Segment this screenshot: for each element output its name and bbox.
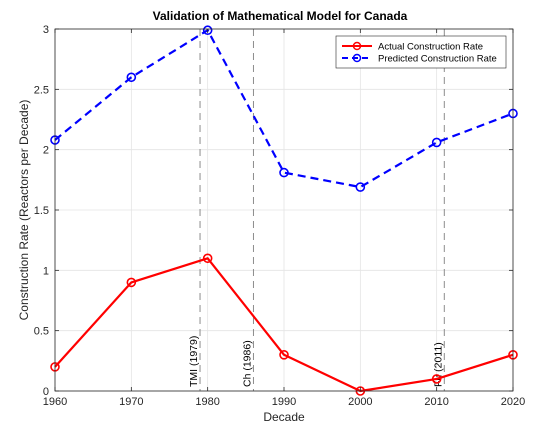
x-tick-label: 1990 <box>272 396 296 408</box>
y-tick-label: 2 <box>43 145 49 157</box>
legend-swatch-marker <box>352 53 362 63</box>
data-point <box>355 182 366 192</box>
x-tick-label: 2010 <box>424 396 448 408</box>
data-point <box>279 167 289 178</box>
data-point <box>126 72 137 83</box>
x-tick-label: 1960 <box>43 396 67 408</box>
legend-label: Predicted Construction Rate <box>378 54 497 65</box>
x-tick-label: 1980 <box>195 396 219 408</box>
y-tick-label: 1.5 <box>34 205 49 217</box>
data-point <box>279 349 289 360</box>
series-line-0 <box>54 257 514 393</box>
data-point <box>126 277 137 288</box>
x-axis-label: Decade <box>263 410 305 424</box>
y-axis-label: Construction Rate (Reactors per Decade) <box>17 100 31 321</box>
y-tick-label: 0.5 <box>34 326 49 338</box>
y-tick-label: 1 <box>43 265 49 277</box>
data-point <box>431 374 442 384</box>
event-label: TMI (1979) <box>188 336 200 387</box>
axis-ticks: 1960 1970 1980 1990 2000 2010 2020 0 0.5 1 1.5 2 2.5… <box>34 24 526 408</box>
event-label: Ch (1986) <box>241 340 253 387</box>
y-tick-label: 2.5 <box>34 84 49 96</box>
legend-label: Actual Construction Rate <box>378 42 483 53</box>
legend-box <box>335 35 507 69</box>
data-point <box>431 137 442 148</box>
chart-title: Validation of Mathematical Model for Can… <box>153 9 408 23</box>
data-point <box>202 253 213 264</box>
series-line-1 <box>54 29 514 189</box>
legend-swatch-marker <box>352 41 362 51</box>
x-tick-label: 2000 <box>348 396 372 408</box>
y-tick-label: 0 <box>43 386 49 398</box>
x-tick-label: 2020 <box>501 396 525 408</box>
x-tick-label: 1970 <box>119 396 143 408</box>
data-point <box>202 25 213 36</box>
y-tick-label: 3 <box>43 24 49 36</box>
